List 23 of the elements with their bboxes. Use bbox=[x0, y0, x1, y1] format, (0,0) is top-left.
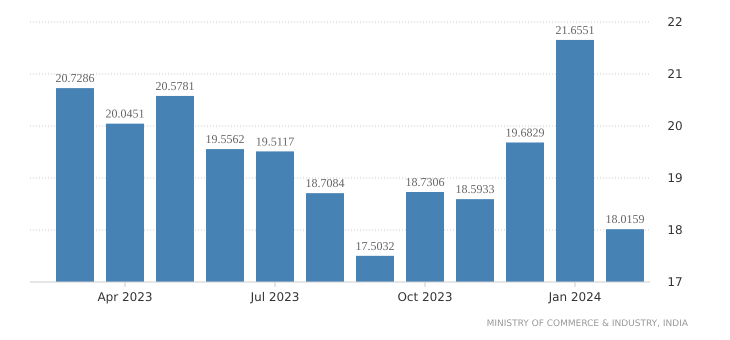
data-label: 18.7306 bbox=[406, 175, 444, 190]
data-label: 18.0159 bbox=[606, 212, 644, 226]
y-tick-label: 20 bbox=[667, 119, 683, 133]
x-tick-label: Jul 2023 bbox=[250, 290, 300, 304]
y-tick-label: 18 bbox=[667, 223, 683, 237]
data-label: 19.5117 bbox=[256, 134, 294, 148]
data-label: 18.7084 bbox=[306, 176, 344, 190]
x-tick-label: Apr 2023 bbox=[97, 290, 153, 304]
data-label: 17.5032 bbox=[356, 238, 394, 253]
x-tick-label: Jan 2024 bbox=[548, 290, 602, 304]
data-label: 20.5781 bbox=[156, 78, 194, 93]
y-tick-label: 22 bbox=[667, 15, 683, 29]
x-tick-label: Oct 2023 bbox=[397, 290, 453, 304]
y-tick-label: 19 bbox=[667, 171, 683, 185]
data-label: 21.6551 bbox=[556, 22, 594, 37]
y-tick-label: 21 bbox=[667, 67, 683, 81]
data-label: 19.5562 bbox=[206, 132, 244, 146]
data-label: 19.6829 bbox=[506, 125, 544, 140]
text: MINISTRY OF COMMERCE & INDUSTRY, INDIA bbox=[486, 319, 689, 329]
data-label: 20.7286 bbox=[56, 71, 94, 86]
y-tick-label: 17 bbox=[667, 275, 683, 289]
data-label: 20.0451 bbox=[106, 106, 144, 121]
data-label: 18.5933 bbox=[456, 182, 494, 196]
